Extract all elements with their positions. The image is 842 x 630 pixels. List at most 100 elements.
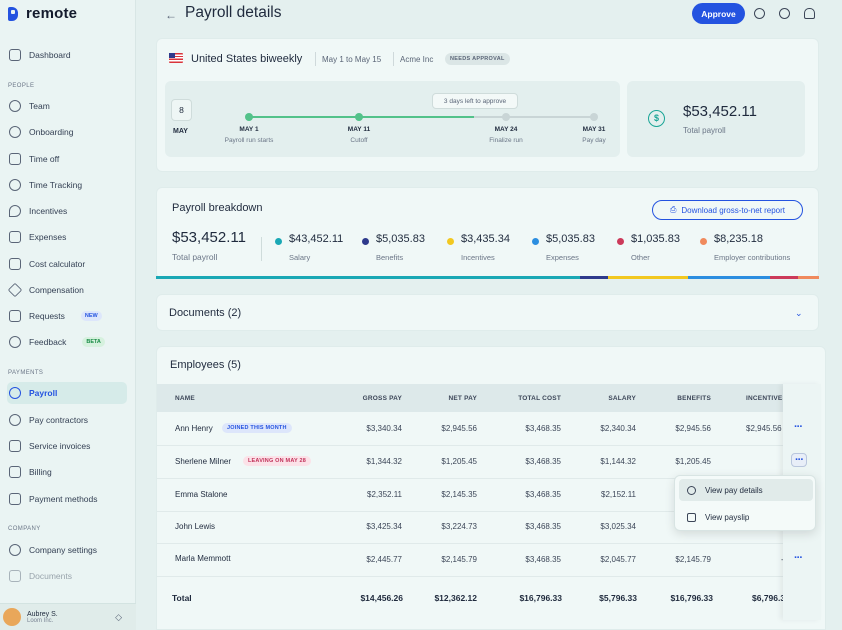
more-actions-icon[interactable]: ···: [794, 421, 803, 433]
sidebar-item-billing[interactable]: Billing: [7, 461, 127, 483]
chevron-down-icon[interactable]: ⌄: [795, 308, 803, 318]
section-label-payments: PAYMENTS: [8, 370, 44, 376]
legend-dot: [447, 238, 454, 245]
help-icon[interactable]: [779, 8, 790, 19]
employee-name[interactable]: Sherlene Milner: [175, 457, 232, 466]
approve-button[interactable]: Approve: [692, 3, 745, 24]
sidebar-item-company-settings[interactable]: Company settings: [7, 539, 127, 561]
clock-icon: [9, 179, 21, 191]
eye-icon: [687, 485, 696, 495]
sidebar-item-label: Incentives: [29, 206, 68, 216]
net-pay: $2,945.56: [441, 424, 477, 433]
table-header: [157, 384, 821, 412]
sidebar-item-label: Time off: [29, 154, 60, 164]
sidebar-item-payroll[interactable]: Payroll: [7, 382, 127, 404]
remote-logo[interactable]: remote: [8, 5, 77, 22]
sidebar-item-label: Payroll: [29, 388, 58, 398]
sidebar-item-service-invoices[interactable]: Service invoices: [7, 435, 127, 457]
calendar-icon: 8: [171, 99, 192, 121]
download-report-button[interactable]: ⎙ Download gross-to-net report: [652, 200, 803, 220]
breakdown-total-amount: $53,452.11: [172, 229, 246, 246]
employee-name[interactable]: Ann Henry: [175, 424, 213, 433]
sidebar-item-documents[interactable]: Documents: [7, 565, 127, 587]
column-header[interactable]: TOTAL COST: [518, 395, 561, 402]
column-header[interactable]: BENEFITS: [677, 395, 711, 402]
bar-segment-incentives: [608, 276, 688, 279]
employee-name[interactable]: John Lewis: [175, 522, 216, 531]
bell-icon[interactable]: [804, 8, 815, 19]
legend-dot: [617, 238, 624, 245]
sidebar-item-label: Pay contractors: [29, 415, 89, 425]
sidebar-item-label: Team: [29, 101, 50, 111]
payroll-run-title: United States biweekly: [191, 53, 303, 65]
sidebar-item-label: Company settings: [29, 545, 98, 555]
sidebar-item-expenses[interactable]: Expenses: [7, 226, 127, 248]
column-header[interactable]: SALARY: [608, 395, 636, 402]
net-pay: $1,205.45: [441, 457, 477, 466]
bar-segment-expenses: [688, 276, 770, 279]
total-cost: $3,468.35: [525, 555, 561, 564]
view-payslip-menu-item[interactable]: View payslip: [679, 506, 813, 528]
breakdown-label: Incentives: [461, 253, 495, 262]
sidebar-item-compensation[interactable]: Compensation: [7, 279, 127, 301]
sidebar-item-onboarding[interactable]: Onboarding: [7, 121, 127, 143]
sidebar-item-pay-contractors[interactable]: Pay contractors: [7, 409, 127, 431]
gross-pay: $3,340.34: [366, 424, 402, 433]
column-header[interactable]: NAME: [175, 395, 195, 402]
milestone-dot: [355, 113, 363, 121]
milestone-date: MAY 1: [239, 126, 259, 133]
section-label-people: PEOPLE: [8, 83, 35, 89]
more-actions-icon[interactable]: ···: [794, 552, 803, 564]
column-header[interactable]: NET PAY: [448, 395, 477, 402]
calculator-icon: [9, 258, 21, 270]
gross-pay: $2,352.11: [367, 490, 402, 499]
sidebar-item-feedback[interactable]: Feedback BETA: [7, 331, 127, 353]
download-icon: ⎙: [669, 205, 677, 214]
breakdown-value: $5,035.83: [376, 233, 425, 245]
employee-name[interactable]: Emma Stalone: [175, 490, 228, 499]
dollar-icon: [9, 387, 21, 399]
sidebar-item-time-tracking[interactable]: Time Tracking: [7, 174, 127, 196]
employees-title: Employees (5): [170, 359, 241, 371]
milestone-label: Finalize run: [489, 137, 523, 144]
milestone-date: MAY 24: [494, 126, 518, 133]
gross-pay: $3,425.34: [366, 522, 402, 531]
row-divider: [157, 478, 821, 479]
column-header[interactable]: INCENTIVES: [746, 395, 788, 402]
bar-segment-employer-contributions: [798, 276, 819, 279]
invoice-icon: [9, 440, 21, 452]
sidebar-item-label: Billing: [29, 467, 52, 477]
dashboard-icon: [9, 49, 21, 61]
salary: $1,144.32: [600, 457, 636, 466]
team-icon: [9, 100, 21, 112]
sidebar-item-team[interactable]: Team: [7, 95, 127, 117]
sidebar-item-label: Feedback: [29, 337, 67, 347]
new-badge: NEW: [80, 311, 102, 321]
total-salary: $5,796.33: [599, 593, 637, 603]
sidebar-item-dashboard[interactable]: Dashboard: [7, 44, 127, 66]
back-arrow-icon[interactable]: ←: [165, 8, 177, 22]
sidebar-item-time-off[interactable]: Time off: [7, 148, 127, 170]
documents-card[interactable]: [156, 294, 819, 331]
sidebar-item-cost-calculator[interactable]: Cost calculator: [7, 253, 127, 275]
column-header[interactable]: GROSS PAY: [362, 395, 402, 402]
avatar: [3, 608, 21, 626]
user-menu[interactable]: Aubrey S. Loom Inc. ◇: [0, 603, 136, 630]
sidebar-item-requests[interactable]: Requests NEW: [7, 305, 127, 327]
milestone-label: Cutoff: [350, 137, 368, 144]
employee-name[interactable]: Marla Memmott: [175, 554, 231, 563]
total-cost: $3,468.35: [525, 424, 561, 433]
more-actions-icon[interactable]: ···: [791, 453, 807, 467]
sidebar-item-label: Requests: [29, 311, 65, 321]
sidebar-item-incentives[interactable]: Incentives: [7, 200, 127, 222]
card-icon: [9, 493, 21, 505]
sidebar-item-payment-methods[interactable]: Payment methods: [7, 488, 127, 510]
sidebar-item-label: Payment methods: [29, 494, 98, 504]
search-icon[interactable]: [754, 8, 765, 19]
sidebar-item-label: Expenses: [29, 232, 67, 242]
sidebar-item-label: Onboarding: [29, 127, 74, 137]
salary: $2,152.11: [601, 490, 636, 499]
view-pay-details-menu-item[interactable]: View pay details: [679, 479, 813, 501]
total-benefits: $16,796.33: [670, 593, 713, 603]
menu-item-label: View payslip: [705, 512, 750, 522]
